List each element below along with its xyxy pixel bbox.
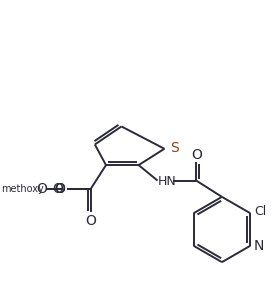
- Text: HN: HN: [158, 175, 176, 188]
- Text: O: O: [37, 182, 48, 196]
- Text: O: O: [85, 214, 96, 228]
- Text: Cl: Cl: [254, 205, 267, 218]
- Text: S: S: [170, 141, 179, 155]
- Text: O: O: [192, 148, 202, 162]
- Text: O: O: [54, 182, 65, 196]
- Text: O: O: [52, 182, 63, 196]
- Text: O: O: [54, 182, 65, 196]
- Text: methoxy: methoxy: [1, 184, 44, 194]
- Text: N: N: [254, 239, 264, 253]
